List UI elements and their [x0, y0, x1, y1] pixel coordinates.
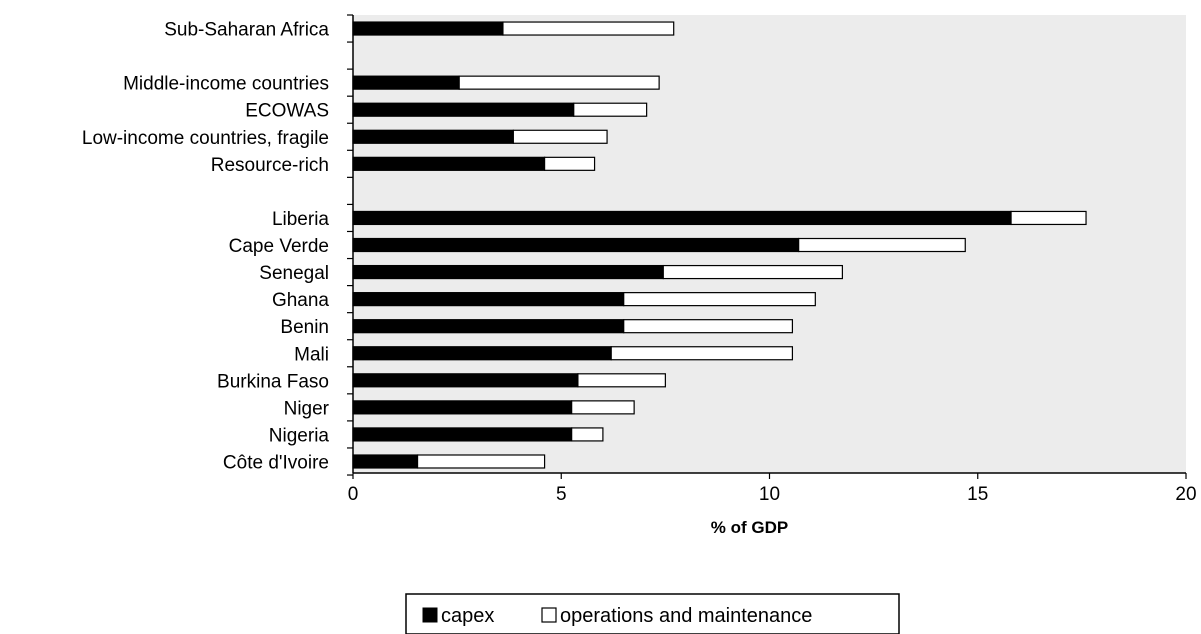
axes-group — [347, 14, 1187, 479]
x-tick-label-10: 10 — [759, 484, 780, 505]
bar-capex-mali — [352, 346, 612, 361]
legend: capex operations and maintenance — [405, 593, 900, 634]
bar-operations-and-maintenance-resource-rich — [543, 156, 596, 171]
bar-capex-middle-income-countries — [352, 75, 460, 90]
x-tick-labels: 0 5 10 15 20 — [348, 484, 1197, 505]
bar-capex-resource-rich — [352, 156, 546, 171]
category-label-nigeria: Nigeria — [269, 425, 330, 446]
x-tick-label-0: 0 — [348, 484, 359, 505]
bar-capex-cape-verde — [352, 237, 800, 253]
bar-capex-benin — [352, 319, 625, 334]
bar-capex-senegal — [352, 264, 664, 280]
x-tick-label-5: 5 — [556, 484, 567, 505]
bar-operations-and-maintenance-ghana — [623, 292, 816, 307]
legend-swatch-capex — [422, 607, 438, 623]
category-label-low-income-countries-fragile: Low-income countries, fragile — [82, 128, 329, 149]
legend-box — [405, 593, 900, 634]
category-label-ecowas: ECOWAS — [245, 101, 329, 122]
bar-capex-niger — [352, 400, 573, 415]
bar-capex-liberia — [352, 210, 1012, 226]
bar-capex-ghana — [352, 292, 625, 307]
category-label-cape-verde: Cape Verde — [229, 236, 329, 257]
bar-operations-and-maintenance-burkina-faso — [577, 373, 666, 388]
category-label-resource-rich: Resource-rich — [211, 155, 329, 176]
category-label-benin: Benin — [280, 317, 329, 338]
bar-operations-and-maintenance-cape-verde — [798, 237, 966, 253]
bar-operations-and-maintenance-sub-saharan-africa — [502, 21, 675, 36]
bar-operations-and-maintenance-niger — [571, 400, 635, 415]
category-label-sub-saharan-africa: Sub-Saharan Africa — [164, 20, 329, 41]
bar-operations-and-maintenance-nigeria — [571, 427, 604, 442]
category-label-c-te-d-ivoire: Côte d'Ivoire — [223, 452, 329, 473]
category-label-burkina-faso: Burkina Faso — [217, 371, 329, 392]
bar-operations-and-maintenance-mali — [610, 346, 794, 361]
bar-capex-burkina-faso — [352, 373, 579, 388]
bar-capex-c-te-d-ivoire — [352, 454, 419, 469]
category-label-liberia: Liberia — [272, 209, 329, 230]
legend-label-capex: capex — [441, 605, 494, 627]
x-tick-label-15: 15 — [967, 484, 988, 505]
bar-operations-and-maintenance-senegal — [662, 264, 843, 280]
bar-operations-and-maintenance-middle-income-countries — [458, 75, 660, 90]
bar-operations-and-maintenance-benin — [623, 319, 794, 334]
bar-capex-low-income-countries-fragile — [352, 129, 514, 144]
category-label-niger: Niger — [284, 398, 330, 419]
category-label-mali: Mali — [294, 344, 329, 365]
legend-swatch-operations-and-maintenance — [541, 607, 557, 623]
legend-label-operations-and-maintenance: operations and maintenance — [560, 605, 812, 627]
x-axis-title: % of GDP — [711, 518, 788, 537]
category-label-middle-income-countries: Middle-income countries — [123, 74, 329, 95]
bar-operations-and-maintenance-c-te-d-ivoire — [416, 454, 546, 469]
bar-operations-and-maintenance-ecowas — [573, 102, 648, 117]
category-labels: Sub-Saharan Africa Middle-income countrie… — [82, 20, 330, 474]
category-label-senegal: Senegal — [259, 263, 329, 284]
category-label-ghana: Ghana — [272, 290, 329, 311]
x-tick-label-20: 20 — [1175, 484, 1196, 505]
bar-capex-sub-saharan-africa — [352, 21, 504, 36]
bar-operations-and-maintenance-low-income-countries-fragile — [512, 129, 608, 144]
bar-operations-and-maintenance-liberia — [1010, 210, 1087, 226]
bar-capex-ecowas — [352, 102, 575, 117]
bar-capex-nigeria — [352, 427, 573, 442]
